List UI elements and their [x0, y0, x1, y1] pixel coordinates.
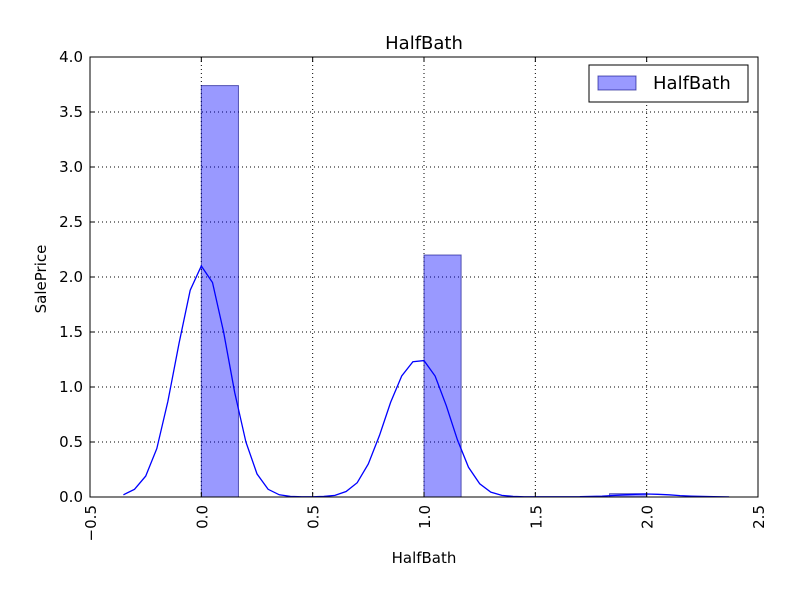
y-tick-label: 0.0 — [59, 488, 83, 506]
histogram-bar — [423, 254, 462, 498]
y-axis-label: SalePrice — [32, 245, 50, 314]
legend-label: HalfBath — [653, 73, 731, 94]
y-tick-label: 2.5 — [59, 213, 83, 231]
y-tick-label: 3.5 — [59, 103, 83, 121]
histogram-bar — [200, 85, 239, 498]
kde-curve-group — [123, 264, 730, 498]
x-tick-label: 0.5 — [305, 505, 323, 529]
y-tick-label: 3.0 — [59, 158, 83, 176]
chart-title: HalfBath — [385, 33, 463, 54]
y-tick-label: 2.0 — [59, 268, 83, 286]
x-tick-label: 2.0 — [639, 505, 657, 529]
legend-box — [588, 64, 749, 103]
axis-ticks: −0.5 0.0 0.5 1.0 1.5 2.0 2.50.00.51.01.52.02.5… — [59, 48, 768, 541]
legend-swatch — [597, 75, 637, 91]
kde-curve — [123, 264, 730, 498]
y-tick-label: 1.0 — [59, 378, 83, 396]
x-tick-label: 0.0 — [193, 505, 211, 529]
y-tick-label: 4.0 — [59, 48, 83, 66]
legend: HalfBath — [588, 64, 749, 103]
x-tick-label: −0.5 — [82, 505, 100, 541]
x-tick-label: 2.5 — [750, 505, 768, 529]
x-axis-label: HalfBath — [392, 549, 457, 567]
x-tick-label: 1.5 — [527, 505, 545, 529]
y-tick-label: 1.5 — [59, 323, 83, 341]
x-tick-label: 1.0 — [416, 505, 434, 529]
y-tick-label: 0.5 — [59, 433, 83, 451]
